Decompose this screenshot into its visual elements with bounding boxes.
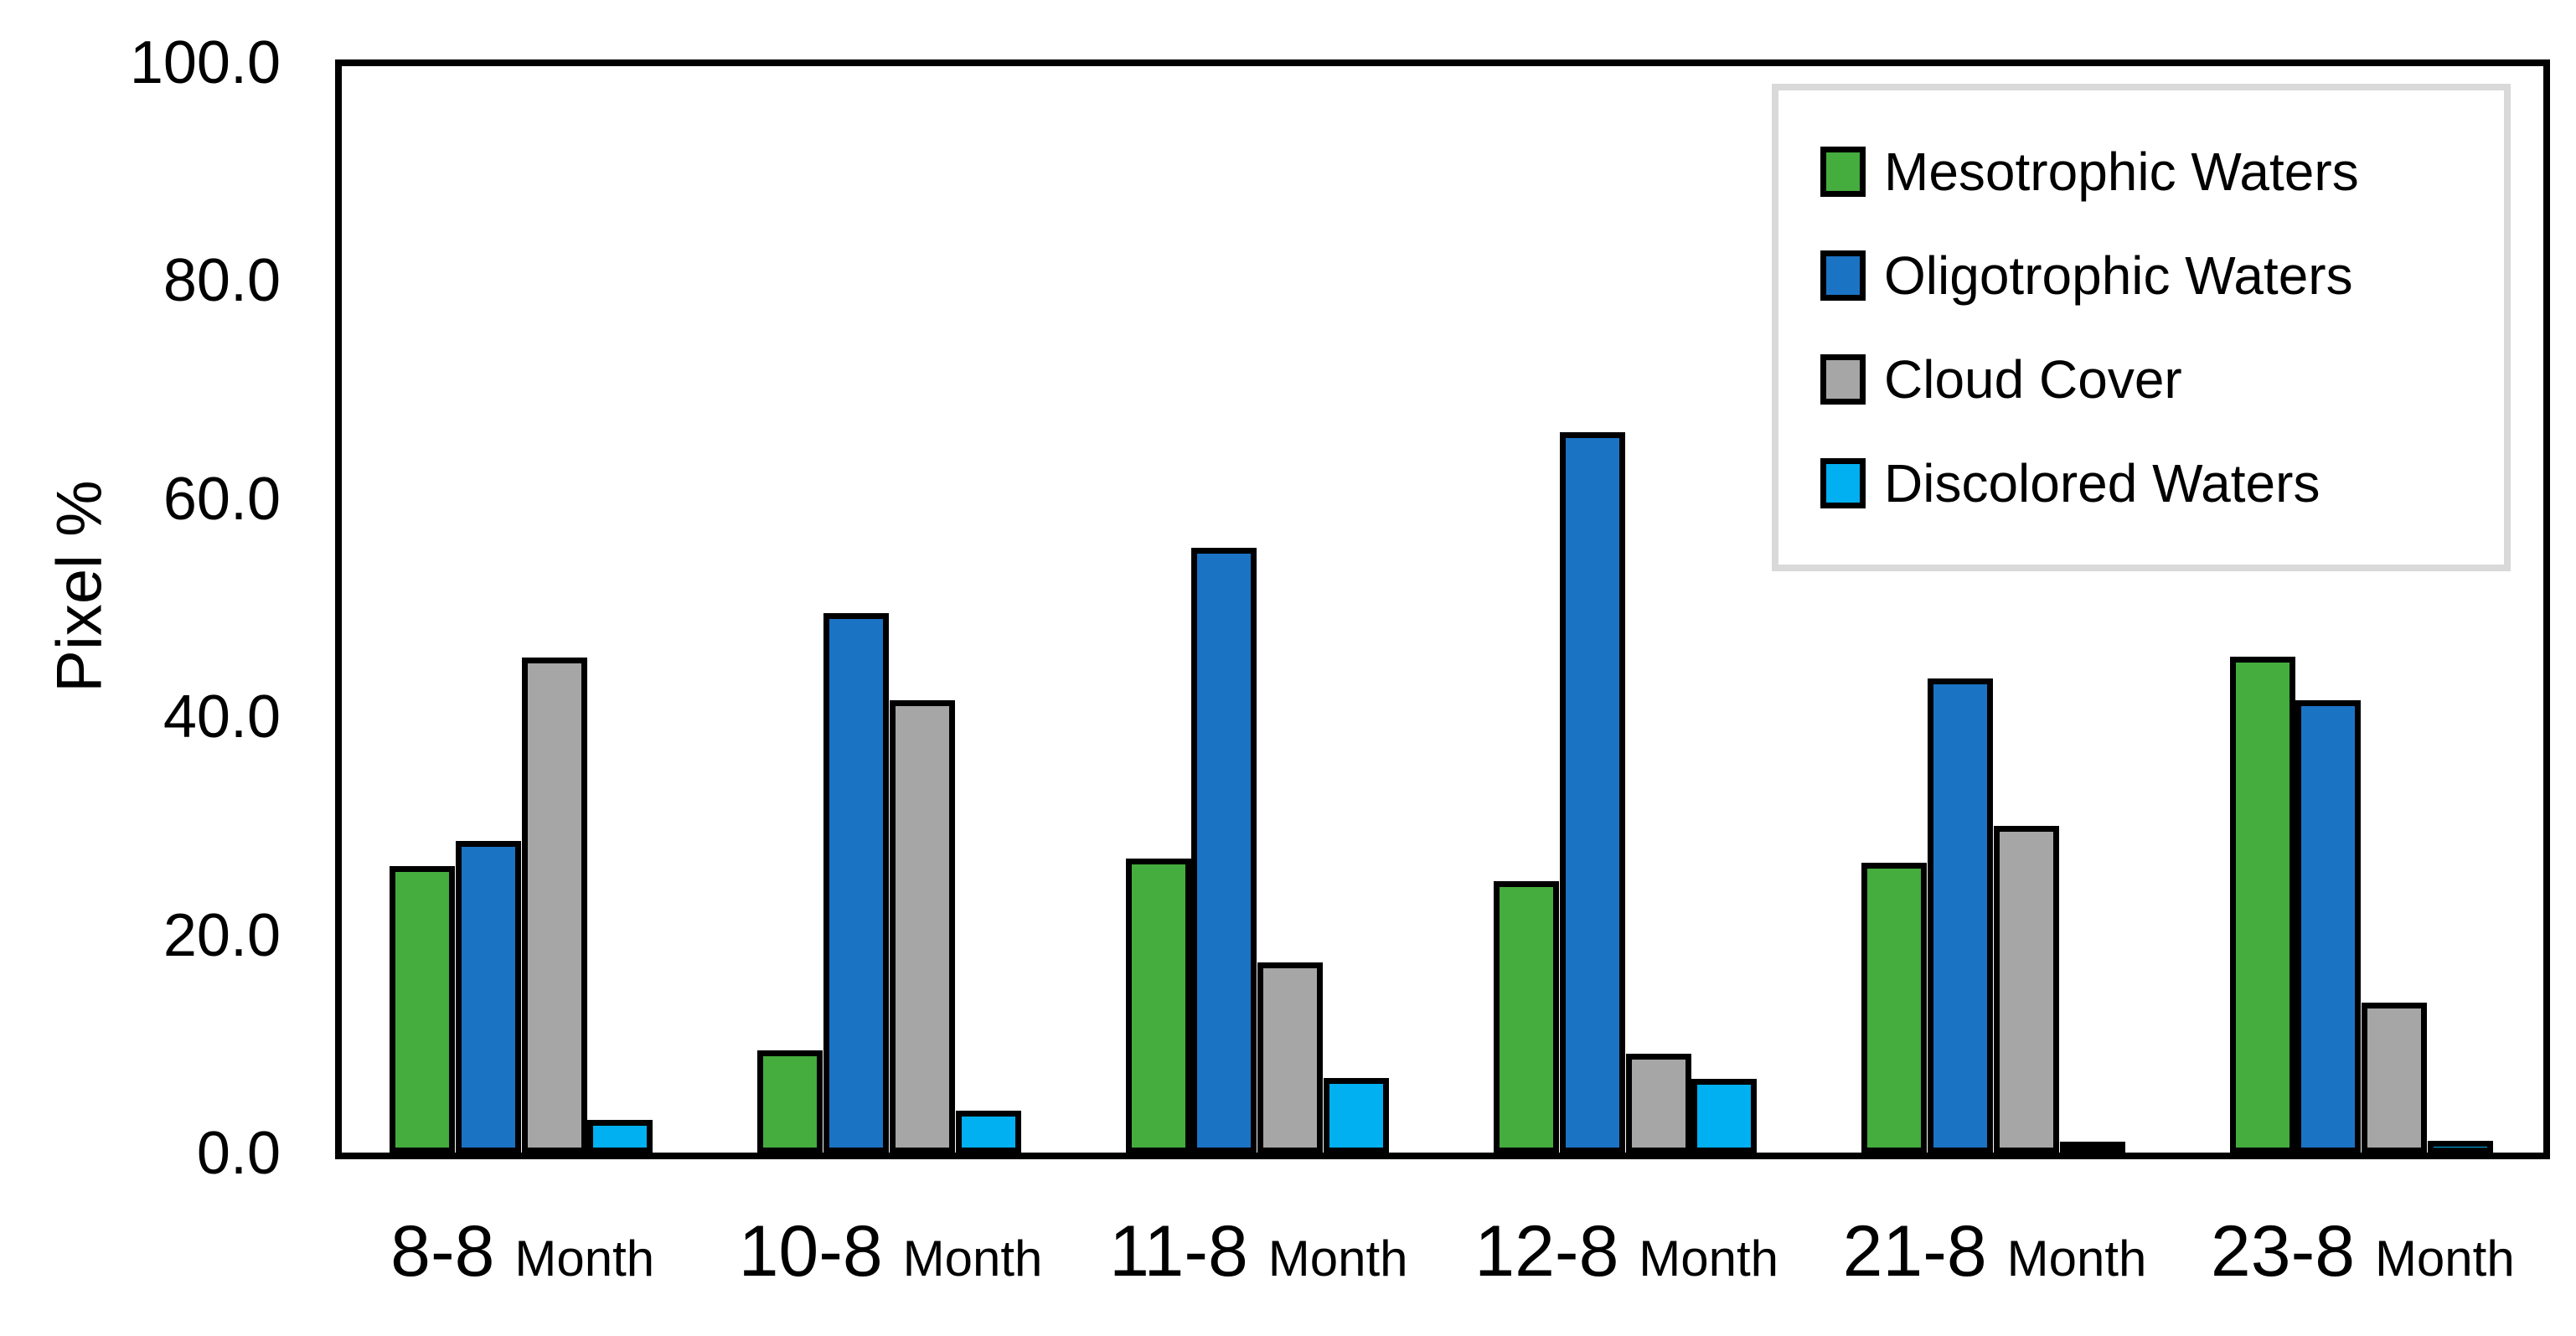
x-category-label: 21-8 Month <box>1810 1210 2178 1293</box>
legend-item-cloud-cover: Cloud Cover <box>1820 348 2504 410</box>
bar-oligotrophic-waters-23-8 <box>2295 700 2362 1153</box>
y-tick-label: 60.0 <box>163 465 281 533</box>
bar-oligotrophic-waters-21-8 <box>1928 678 1994 1153</box>
legend-item-label: Oligotrophic Waters <box>1884 245 2353 306</box>
bar-oligotrophic-waters-10-8 <box>823 613 890 1153</box>
bar-cloud-cover-11-8 <box>1257 962 1324 1153</box>
y-tick-label: 40.0 <box>163 683 281 751</box>
bar-discolored-waters-23-8 <box>2427 1141 2493 1153</box>
x-category-number: 10-8 <box>738 1211 903 1292</box>
legend-swatch-icon <box>1820 147 1866 197</box>
x-category-label: 11-8 Month <box>1075 1210 1443 1293</box>
bar-discolored-waters-12-8 <box>1691 1078 1758 1153</box>
y-tick-label: 0.0 <box>196 1120 281 1187</box>
bar-discolored-waters-8-8 <box>587 1120 653 1153</box>
bar-discolored-waters-10-8 <box>955 1110 1021 1153</box>
bar-cloud-cover-10-8 <box>889 700 955 1153</box>
x-category-suffix: Month <box>1267 1230 1408 1287</box>
x-category-label: 8-8 Month <box>338 1210 706 1293</box>
x-category-label: 23-8 Month <box>2179 1210 2547 1293</box>
bar-oligotrophic-waters-8-8 <box>455 841 521 1153</box>
x-category-number: 11-8 <box>1109 1211 1268 1292</box>
legend-swatch-icon <box>1820 458 1866 508</box>
bar-mesotrophic-waters-8-8 <box>390 866 455 1153</box>
legend-item-label: Discolored Waters <box>1884 453 2320 513</box>
legend-item-label: Mesotrophic Waters <box>1884 142 2359 202</box>
bars-layer <box>338 63 2547 1153</box>
bar-mesotrophic-waters-21-8 <box>1861 863 1928 1153</box>
bar-cloud-cover-12-8 <box>1625 1054 1691 1153</box>
y-tick-label: 20.0 <box>163 901 281 969</box>
legend-item-oligotrophic-waters: Oligotrophic Waters <box>1820 245 2504 307</box>
bar-discolored-waters-11-8 <box>1323 1077 1389 1153</box>
legend-box: Mesotrophic Waters Oligotrophic Waters Clo… <box>1772 84 2511 571</box>
bar-oligotrophic-waters-12-8 <box>1559 431 1625 1153</box>
legend-item-label: Cloud Cover <box>1884 349 2182 410</box>
x-category-number: 12-8 <box>1474 1211 1639 1292</box>
bar-oligotrophic-waters-11-8 <box>1191 547 1257 1153</box>
bar-cloud-cover-8-8 <box>521 658 587 1153</box>
bar-cloud-cover-21-8 <box>1993 825 2059 1153</box>
x-category-label: 12-8 Month <box>1443 1210 1810 1293</box>
x-category-number: 23-8 <box>2210 1211 2375 1292</box>
x-category-suffix: Month <box>514 1230 655 1287</box>
x-category-number: 8-8 <box>390 1211 515 1292</box>
x-category-suffix: Month <box>902 1230 1043 1287</box>
legend-swatch-icon <box>1820 250 1866 301</box>
legend-item-discolored-waters: Discolored Waters <box>1820 452 2504 514</box>
legend-item-mesotrophic-waters: Mesotrophic Waters <box>1820 141 2504 203</box>
y-tick-label: 100.0 <box>129 29 281 96</box>
bar-cloud-cover-23-8 <box>2362 1002 2428 1153</box>
x-category-suffix: Month <box>2374 1230 2515 1287</box>
bar-mesotrophic-waters-23-8 <box>2229 657 2295 1153</box>
bar-discolored-waters-21-8 <box>2059 1142 2125 1153</box>
bar-mesotrophic-waters-10-8 <box>757 1050 823 1153</box>
bar-mesotrophic-waters-12-8 <box>1494 881 1559 1153</box>
x-category-suffix: Month <box>2006 1230 2147 1287</box>
y-tick-label: 80.0 <box>163 247 281 315</box>
x-category-label: 10-8 Month <box>706 1210 1074 1293</box>
legend-swatch-icon <box>1820 354 1866 405</box>
x-category-number: 21-8 <box>1842 1211 2007 1292</box>
x-category-suffix: Month <box>1639 1230 1779 1287</box>
bar-mesotrophic-waters-11-8 <box>1125 858 1191 1153</box>
